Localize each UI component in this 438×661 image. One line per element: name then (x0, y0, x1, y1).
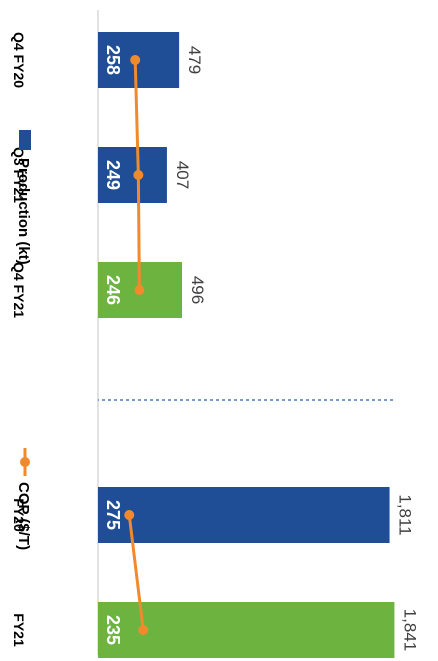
cop-value-label: 235 (103, 615, 123, 645)
cop-point (138, 625, 149, 635)
production-value-label: 479 (185, 46, 204, 74)
legend-label-production: Production (kt) (15, 158, 32, 265)
cop-line-segment (127, 514, 145, 631)
production-bar (98, 602, 395, 658)
production-value-label: 1,811 (396, 494, 415, 535)
legend-swatch-production (19, 130, 31, 150)
cop-point (134, 285, 145, 295)
cop-value-label: 258 (103, 45, 123, 75)
category-tick-label: Q4 FY21 (11, 262, 27, 318)
cop-point (130, 55, 141, 65)
production-value-label: 1,841 (400, 609, 419, 652)
cop-line-layer (124, 55, 149, 635)
cop-point (133, 170, 144, 180)
category-tick-label: Q4 FY20 (11, 32, 27, 88)
category-tick-label: FY21 (11, 613, 27, 647)
bars-layer (98, 32, 395, 658)
legend-marker-cop (20, 457, 30, 467)
production-bar (98, 147, 167, 203)
production-value-label: 496 (188, 276, 207, 304)
cop-value-label: 275 (103, 500, 123, 530)
legend: Production (kt) COP ($/T) (15, 130, 32, 550)
production-value-label: 407 (173, 161, 192, 189)
production-bar (98, 487, 390, 543)
category-tick-label: Q3 FY21 (11, 147, 27, 203)
cop-value-label: 249 (103, 160, 123, 190)
category-tick-label: FY20 (11, 498, 27, 532)
legend-label-cop: COP ($/T) (15, 482, 32, 550)
cop-value-label: 246 (103, 275, 123, 305)
cop-point (124, 510, 135, 520)
labels-layer: 479 Q4 FY20 407 Q3 FY21 496 Q4 FY21 1,811 FY20 1… (11, 32, 419, 651)
